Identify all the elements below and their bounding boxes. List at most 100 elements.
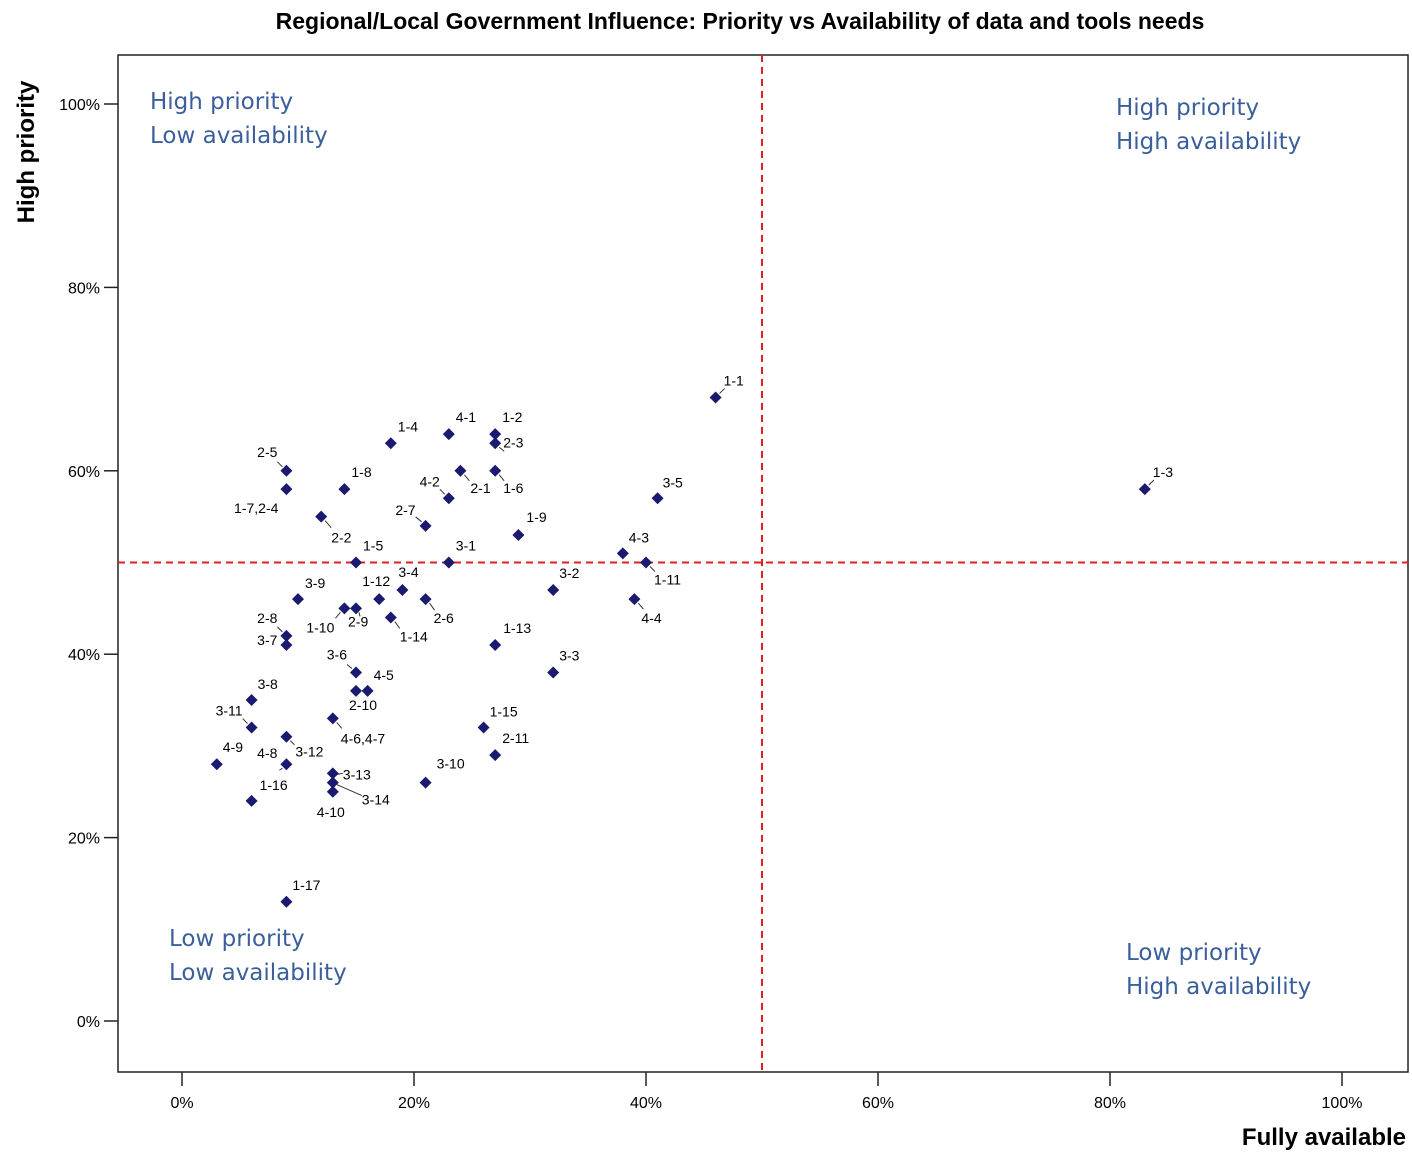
data-point	[489, 749, 502, 762]
point-label: 4-10	[317, 804, 345, 820]
quadrant-labels: High priority Low availability High priori…	[150, 89, 1311, 1000]
x-tick-label: 0%	[170, 1095, 193, 1112]
data-point	[454, 464, 467, 477]
point-label: 3-13	[343, 766, 371, 782]
quadrant-label-top-right: High availability	[1116, 129, 1301, 155]
leader-line	[439, 488, 446, 495]
data-point	[361, 684, 374, 697]
y-tick-label: 40%	[68, 647, 100, 664]
y-tick-label: 80%	[68, 280, 100, 297]
quadrant-label-bottom-right: Low priority	[1126, 940, 1262, 966]
point-label: 3-1	[456, 538, 476, 554]
leader-line	[336, 722, 343, 729]
leader-line	[277, 626, 283, 633]
point-label: 4-2	[420, 473, 440, 489]
data-point	[419, 593, 432, 606]
point-label: 1-10	[306, 619, 334, 635]
point-label: 3-6	[327, 647, 347, 663]
data-point	[489, 437, 502, 450]
x-tick-label: 100%	[1322, 1095, 1363, 1112]
point-label: 3-2	[559, 565, 579, 581]
point-label: 4-5	[374, 667, 394, 683]
leader-line	[415, 516, 422, 523]
point-label: 3-12	[295, 744, 323, 760]
data-point	[280, 483, 293, 496]
quadrant-label-top-right: High priority	[1116, 95, 1259, 121]
data-point	[280, 464, 293, 477]
data-point	[709, 391, 722, 404]
quadrant-label-bottom-right: High availability	[1126, 974, 1311, 1000]
data-point	[280, 730, 293, 743]
point-label: 2-10	[349, 697, 377, 713]
point-label: 1-2	[502, 409, 522, 425]
data-point	[350, 556, 362, 569]
data-point	[326, 776, 339, 789]
point-label: 1-11	[654, 572, 681, 588]
point-label: 4-4	[641, 610, 661, 626]
leader-line	[649, 566, 656, 572]
data-point	[442, 428, 455, 441]
leader-line	[290, 740, 295, 746]
data-point	[326, 767, 339, 780]
point-label: 3-9	[305, 575, 325, 591]
y-axis: 0% 20% 40% 60% 80% 100%	[59, 97, 118, 1031]
y-tick-label: 100%	[59, 97, 100, 114]
data-point	[419, 776, 432, 789]
data-point	[350, 666, 362, 679]
point-label: 1-1	[724, 372, 744, 388]
data-point	[489, 639, 502, 652]
point-label: 4-9	[223, 739, 243, 755]
data-point	[350, 684, 362, 697]
point-label: 2-5	[257, 444, 277, 460]
data-point	[442, 556, 455, 569]
point-label: 3-4	[398, 564, 418, 580]
data-point	[280, 639, 293, 652]
x-axis-label: Fully available	[1242, 1124, 1406, 1151]
data-point	[512, 528, 525, 541]
point-label: 2-2	[331, 530, 351, 546]
point-label: 4-8	[257, 745, 277, 761]
data-point	[616, 547, 629, 560]
data-point	[292, 593, 304, 606]
point-label: 3-8	[258, 676, 278, 692]
data-point	[245, 794, 258, 807]
point-label: 1-7,2-4	[234, 500, 279, 516]
point-label: 1-17	[292, 877, 320, 893]
point-label: 2-6	[434, 610, 454, 626]
point-label: 4-6,4-7	[341, 730, 386, 746]
point-label: 1-13	[503, 620, 531, 636]
quadrant-label-top-left: Low availability	[150, 123, 328, 149]
data-point	[384, 437, 397, 450]
data-point	[338, 602, 351, 615]
leader-line	[498, 474, 505, 482]
leader-line	[335, 612, 341, 619]
point-labels: 1-1 1-3 1-2 4-1 1-4 2-3 2-5 1-8 1-7,2-4 2-1 1-6 4-2…	[216, 372, 1174, 892]
reference-lines	[118, 55, 1408, 1072]
data-point	[280, 758, 293, 771]
point-label: 1-12	[362, 573, 390, 589]
data-point	[280, 629, 293, 642]
leader-line	[1148, 479, 1155, 486]
leader-line	[719, 388, 725, 394]
data-point	[350, 602, 362, 615]
leader-line	[242, 718, 248, 724]
point-label: 3-7	[257, 632, 277, 648]
point-label: 3-5	[663, 474, 683, 490]
point-label: 1-9	[526, 509, 546, 525]
point-label: 1-14	[400, 629, 428, 645]
data-point	[1138, 483, 1151, 496]
data-point	[547, 584, 560, 597]
y-axis-label: High priority	[13, 80, 40, 223]
data-point	[280, 895, 293, 908]
leader-line	[358, 612, 361, 617]
leader-line	[429, 602, 436, 611]
data-point	[326, 712, 339, 725]
data-point	[210, 758, 223, 771]
data-point	[628, 593, 641, 606]
chart-title: Regional/Local Government Influence: Pri…	[276, 8, 1205, 34]
point-label: 2-8	[257, 610, 277, 626]
data-point	[651, 492, 664, 505]
point-label: 2-1	[470, 480, 490, 496]
y-tick-label: 20%	[68, 831, 100, 848]
